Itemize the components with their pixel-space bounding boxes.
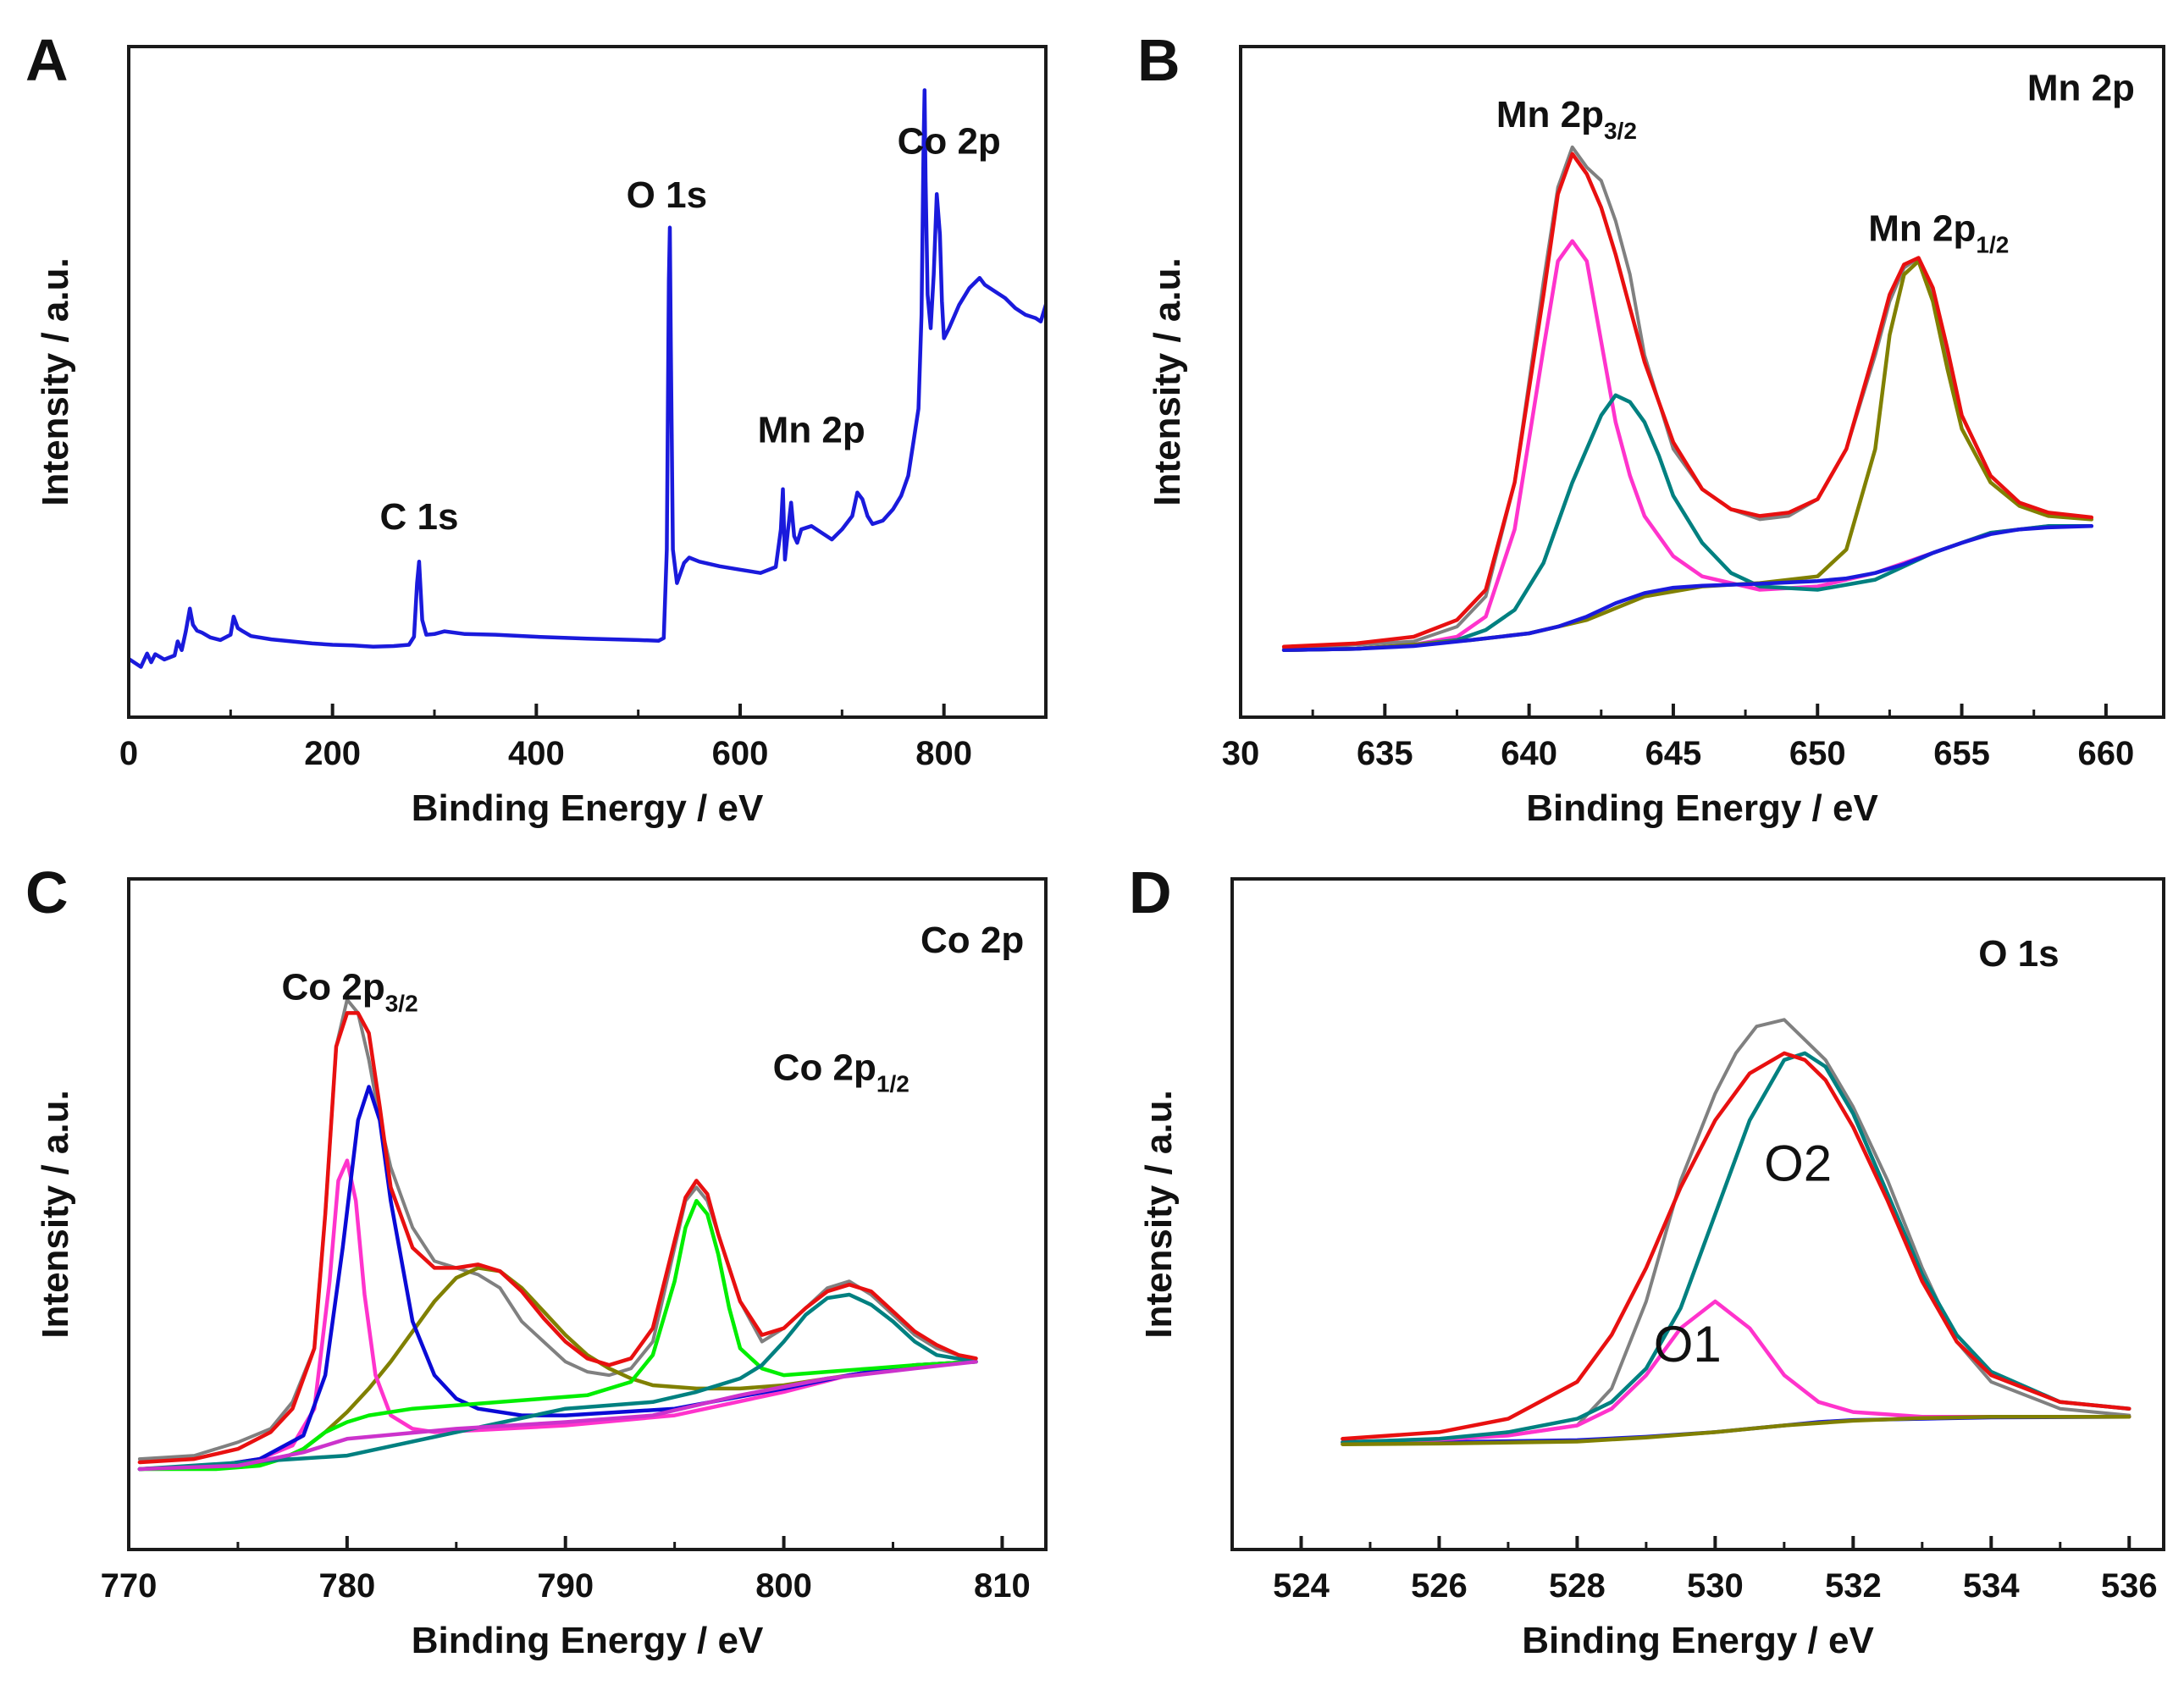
series-group — [1341, 1018, 2131, 1446]
x-axis-label: Binding Energy / eV — [412, 787, 764, 829]
x-tick-label: 660 — [2078, 735, 2135, 772]
series-baseline-line — [1341, 1414, 2131, 1446]
peak-annotation: Co 2p3/2 — [282, 967, 418, 1017]
annotation-text: C 1s — [379, 496, 458, 538]
x-tick-label: 650 — [1789, 735, 1846, 772]
peak-annotation: Mn 2p1/2 — [1868, 208, 2009, 258]
plot-frame — [1230, 877, 2165, 1551]
x-axis-label: Binding Energy / eV — [1522, 1620, 1874, 1661]
series-group — [129, 88, 1046, 669]
x-tick-label: 526 — [1411, 1567, 1468, 1605]
annotation-text: Mn 2p — [2027, 67, 2135, 108]
panel-label: C — [25, 859, 69, 925]
annotation-text: Co 2p — [898, 121, 1001, 163]
panel-c: C 770 780 790 800 810 Binding Energy / eV Inten… — [25, 859, 1048, 1661]
peak-annotation: O2 — [1764, 1135, 1832, 1191]
annotation-text: Mn 2p — [758, 409, 865, 450]
x-tick-label: 400 — [508, 735, 565, 772]
panel-label: B — [1137, 27, 1180, 93]
x-tick-label: 640 — [1501, 735, 1557, 772]
plot-frame — [127, 877, 1048, 1551]
peak-annotation: Co 2p — [921, 920, 1024, 961]
x-tick-label: 536 — [2101, 1567, 2158, 1605]
annotation-text: O 1s — [627, 174, 707, 216]
x-tick-label: 790 — [537, 1567, 594, 1605]
series-co-2p1-2-line — [137, 1198, 978, 1472]
annotation-subscript: 1/2 — [876, 1071, 910, 1097]
x-tick-label: 534 — [1963, 1567, 2020, 1605]
series-envelope-line — [1341, 1051, 2131, 1441]
panel-label: D — [1129, 859, 1172, 925]
series-survey-line — [129, 88, 1046, 669]
peak-annotation: O1 — [1654, 1316, 1722, 1373]
panel-d: D 524 526 528 530 532 534 536 Binding Energy / e… — [1129, 859, 2165, 1661]
series-group — [137, 997, 978, 1472]
peak-annotation: O 1s — [1978, 933, 2059, 975]
peak-annotation: Mn 2p — [2027, 67, 2135, 108]
panel-a: A 0 200 400 600 800 Binding Energy / eV Intensi… — [25, 27, 1048, 829]
x-tick-label: 810 — [974, 1567, 1031, 1605]
annotation-text: O1 — [1654, 1316, 1722, 1373]
plot-frame — [127, 45, 1048, 719]
x-tick-label: 524 — [1273, 1567, 1330, 1605]
annotation-text: Co 2p — [773, 1047, 876, 1089]
x-tick-label: 528 — [1549, 1567, 1606, 1605]
annotation-subscript: 3/2 — [385, 991, 418, 1017]
series-satellite-2-line — [137, 1292, 978, 1472]
x-tick-label: 30 — [1222, 735, 1260, 772]
x-tick-label: 780 — [318, 1567, 375, 1605]
x-axis-label: Binding Energy / eV — [412, 1620, 764, 1661]
x-tick-label: 800 — [915, 735, 972, 772]
x-tick-label: 200 — [304, 735, 361, 772]
series-o2-line — [1341, 1051, 2131, 1445]
series-group — [1281, 145, 2094, 653]
x-tick-label: 600 — [712, 735, 769, 772]
series-mn-2p3-2-comp-2-line — [1281, 393, 2094, 653]
x-tick-label: 532 — [1825, 1567, 1882, 1605]
annotation-subscript: 1/2 — [1976, 232, 2009, 258]
annotation-text: Mn 2p — [1868, 208, 1976, 250]
panel-label: A — [25, 27, 69, 93]
y-axis-label: Intensity / a.u. — [1147, 257, 1188, 505]
series-envelope-line — [137, 1011, 978, 1465]
annotation-text: Co 2p — [282, 967, 385, 1008]
annotation-text: O2 — [1764, 1135, 1832, 1191]
y-axis-label: Intensity / a.u. — [1138, 1090, 1180, 1338]
peak-annotation: Co 2p — [898, 121, 1001, 163]
x-tick-label: 800 — [755, 1567, 812, 1605]
peak-annotation: O 1s — [627, 174, 707, 216]
x-tick-label: 530 — [1687, 1567, 1744, 1605]
annotation-subscript: 3/2 — [1604, 118, 1637, 144]
x-tick-label: 770 — [101, 1567, 158, 1605]
series-co-2p3-2-comp-1-line — [137, 1158, 978, 1472]
panel-b: B 30 635 640 645 650 655 660 Binding Energy / eV… — [1137, 27, 2165, 829]
x-tick-label: 655 — [1933, 735, 1990, 772]
peak-annotation: Mn 2p3/2 — [1496, 94, 1637, 144]
plot-frame — [1239, 45, 2165, 719]
y-axis-label: Intensity / a.u. — [35, 257, 76, 505]
annotation-text: Co 2p — [921, 920, 1024, 961]
series-envelope-line — [1281, 152, 2094, 649]
x-tick-label: 635 — [1357, 735, 1413, 772]
series-background-line — [137, 1359, 978, 1472]
peak-annotation: C 1s — [379, 496, 458, 538]
x-axis-label: Binding Energy / eV — [1526, 787, 1878, 829]
series-background-line — [1281, 524, 2094, 653]
x-tick-label: 645 — [1645, 735, 1702, 772]
peak-annotation: Co 2p1/2 — [773, 1047, 910, 1097]
y-axis-label: Intensity / a.u. — [35, 1090, 76, 1338]
x-tick-label: 0 — [119, 735, 138, 772]
annotation-text: Mn 2p — [1496, 94, 1604, 135]
peak-annotation: Mn 2p — [758, 409, 865, 450]
series-o1-line — [1341, 1299, 2131, 1445]
annotation-text: O 1s — [1978, 933, 2059, 975]
